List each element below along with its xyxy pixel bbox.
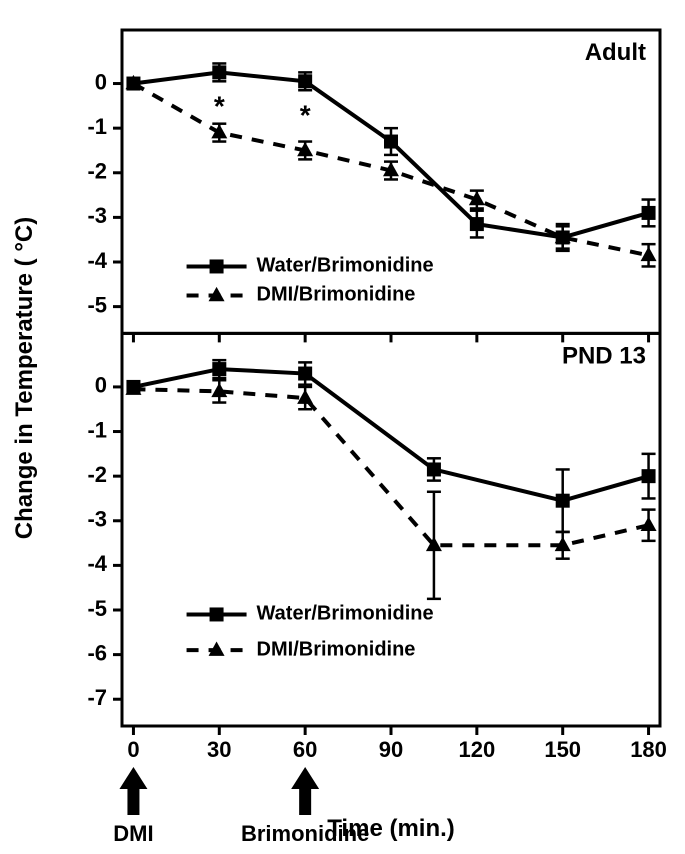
legend-label: Water/Brimonidine	[257, 603, 434, 625]
legend-label: Water/Brimonidine	[257, 255, 434, 277]
legend-label: DMI/Brimonidine	[257, 284, 416, 306]
x-axis-title: Time (min.)	[327, 815, 455, 842]
y-tick-label: -2	[87, 462, 107, 487]
x-tick-label: 0	[127, 737, 139, 762]
y-tick-label: -5	[87, 292, 107, 317]
x-tick-label: 180	[630, 737, 667, 762]
y-tick-label: -1	[87, 417, 107, 442]
y-tick-label: -4	[87, 551, 107, 576]
y-tick-label: -7	[87, 685, 107, 710]
x-tick-label: 150	[544, 737, 581, 762]
y-tick-label: -4	[87, 248, 107, 273]
panel-title: PND 13	[562, 342, 646, 369]
temperature-figure: -5 -4 -3 -2 -1 0 * * Adult Water/Brimonidine DMI/B…	[0, 0, 685, 854]
y-tick-label: 0	[95, 69, 107, 94]
x-tick-label: 90	[379, 737, 403, 762]
x-tick-label: 120	[458, 737, 495, 762]
panel-title: Adult	[585, 39, 646, 66]
y-tick-label: -2	[87, 159, 107, 184]
legend-label: DMI/Brimonidine	[257, 638, 416, 660]
y-axis-title: Change in Temperature ( °C)	[11, 217, 38, 540]
significance-star: *	[214, 90, 225, 121]
y-tick-label: -3	[87, 507, 107, 532]
arrow-label: DMI	[113, 821, 153, 846]
y-tick-label: -1	[87, 114, 107, 139]
y-tick-label: -6	[87, 640, 107, 665]
x-tick-label: 60	[293, 737, 317, 762]
significance-star: *	[300, 99, 311, 130]
y-tick-label: 0	[95, 373, 107, 398]
y-tick-label: -3	[87, 203, 107, 228]
y-tick-label: -5	[87, 596, 107, 621]
x-tick-label: 30	[207, 737, 231, 762]
